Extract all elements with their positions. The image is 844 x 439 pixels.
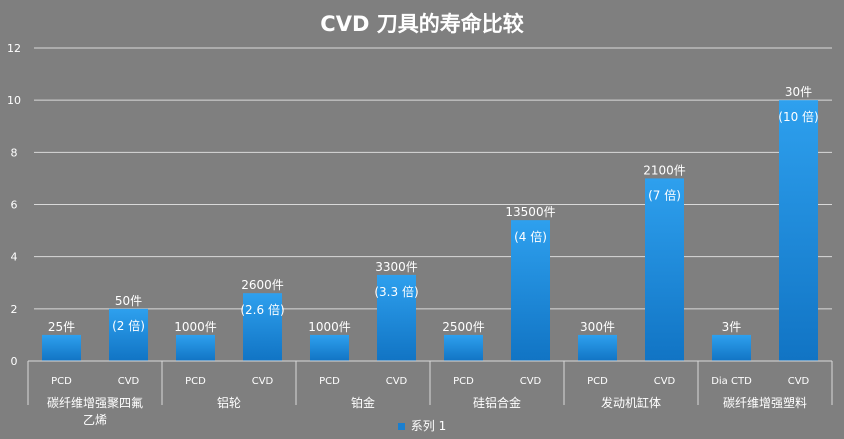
bar-value-label: 25件 <box>48 320 75 334</box>
x-category-label: Dia CTD <box>711 376 752 387</box>
bar <box>712 334 751 361</box>
bar-ratio-label: (7 倍) <box>648 187 681 202</box>
bar-value-label: 30件 <box>785 85 812 99</box>
bar-value-label: 1000件 <box>174 320 217 334</box>
bar <box>377 274 416 361</box>
x-group-label: 碳纤维增强聚四氟 <box>47 396 143 410</box>
bar-ratio-label: (2.6 倍) <box>240 302 284 317</box>
x-group-label: 硅铝合金 <box>473 395 521 410</box>
bar-ratio-label: (3.3 倍) <box>374 284 418 299</box>
x-category-label: CVD <box>386 376 408 387</box>
bar <box>310 334 349 361</box>
x-category-label: PCD <box>587 376 608 387</box>
y-tick-label: 2 <box>11 303 18 316</box>
x-category-label: CVD <box>788 376 810 387</box>
bar-value-label: 2100件 <box>643 163 686 177</box>
x-category-label: PCD <box>185 376 206 387</box>
y-axis-tick-labels: 0 2 4 6 8 10 12 <box>7 42 21 368</box>
y-tick-label: 0 <box>11 355 18 368</box>
bar-value-label: 300件 <box>580 320 615 334</box>
legend-swatch <box>397 423 405 430</box>
x-group-label: 铂金 <box>351 395 375 410</box>
x-category-label: CVD <box>118 376 140 387</box>
chart-title: CVD 刀具的寿命比较 <box>320 12 524 36</box>
x-category-label: CVD <box>520 376 542 387</box>
bar <box>42 334 81 361</box>
gridlines <box>34 47 832 310</box>
y-tick-label: 6 <box>11 199 18 212</box>
x-group-label: 铝轮 <box>217 395 241 410</box>
bar <box>779 100 818 362</box>
x-category-label: PCD <box>453 376 474 387</box>
bar-ratio-label: (10 倍) <box>778 109 818 124</box>
x-category-label: CVD <box>252 376 274 387</box>
x-group-label: 碳纤维增强塑料 <box>723 395 807 410</box>
legend: 系列 1 <box>0 417 844 434</box>
bar <box>109 308 148 361</box>
x-category-label: PCD <box>51 376 72 387</box>
bar-value-label: 3300件 <box>375 260 418 274</box>
y-tick-label: 10 <box>7 94 21 107</box>
legend-label: 系列 1 <box>410 419 447 433</box>
bar-ratio-label: (2 倍) <box>112 318 145 333</box>
bar <box>444 334 483 361</box>
y-tick-label: 12 <box>7 42 21 55</box>
bar-value-label: 3件 <box>722 320 742 334</box>
y-tick-label: 4 <box>11 251 18 264</box>
bar <box>645 178 684 361</box>
bars <box>42 100 818 362</box>
bar-ratio-label: (4 倍) <box>514 229 547 244</box>
x-group-label: 发动机缸体 <box>601 395 661 410</box>
bar-value-label: 2600件 <box>241 278 284 292</box>
bar-value-label: 1000件 <box>308 320 351 334</box>
bar-value-label: 13500件 <box>505 205 555 219</box>
x-group-label: 乙烯 <box>83 413 107 427</box>
x-category-label: CVD <box>654 376 676 387</box>
bar <box>243 293 282 361</box>
bar-value-label: 50件 <box>115 294 142 308</box>
bar-value-label: 2500件 <box>442 320 485 334</box>
bar <box>578 334 617 361</box>
x-category-label: PCD <box>319 376 340 387</box>
bar <box>176 334 215 361</box>
y-tick-label: 8 <box>11 146 18 159</box>
data-labels: 25件 50件 (2 倍) 1000件 2600件 (2.6 倍) 1000件 3300件 (3… <box>48 85 819 334</box>
bar <box>511 220 550 361</box>
